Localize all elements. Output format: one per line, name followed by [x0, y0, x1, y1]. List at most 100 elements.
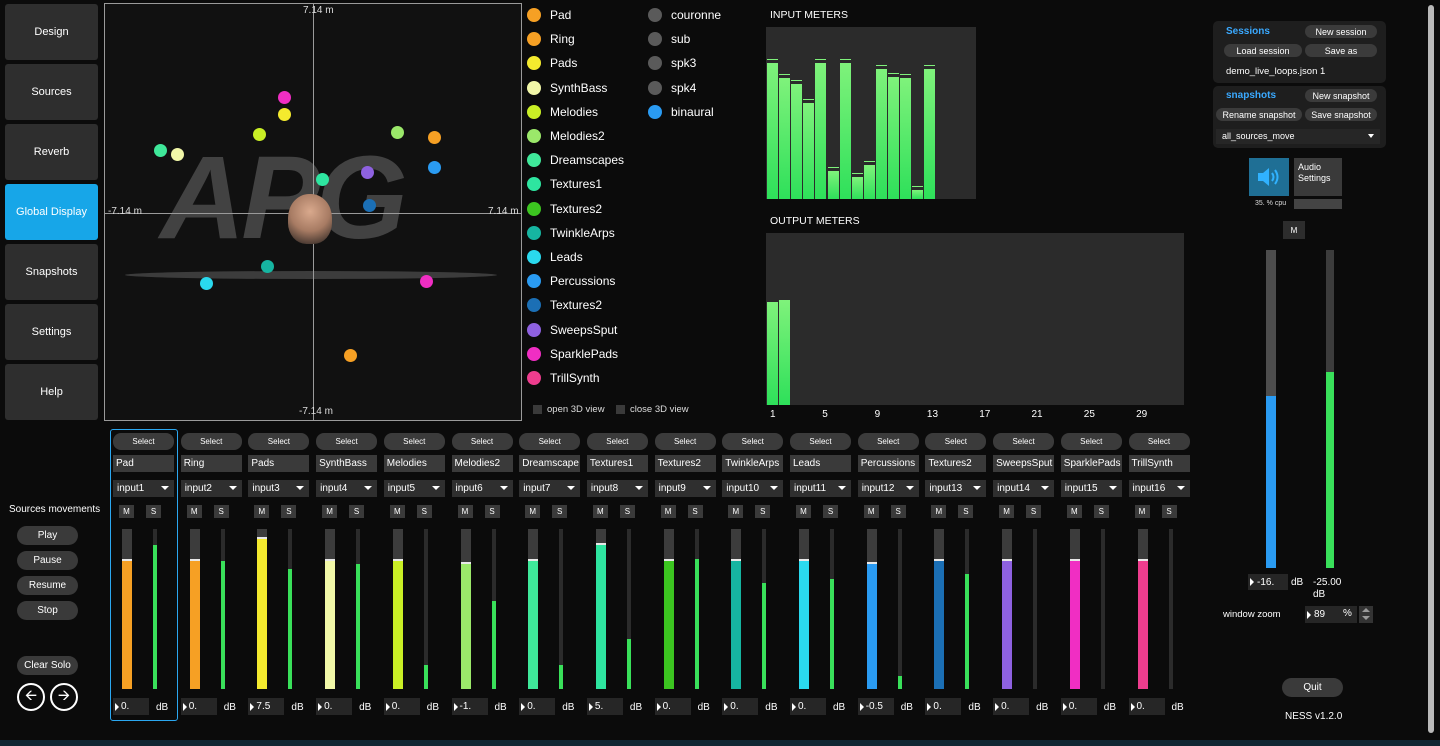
fader-knob[interactable] [460, 562, 471, 565]
solo-button[interactable]: S [890, 505, 906, 518]
channel-name-field[interactable]: Dreamscape [519, 455, 581, 472]
channel-fader[interactable] [1002, 529, 1013, 689]
solo-button[interactable]: S [1026, 505, 1042, 518]
mute-button[interactable]: M [863, 505, 879, 518]
new-session-button[interactable]: New session [1305, 25, 1377, 38]
input-select[interactable]: input8 [586, 480, 648, 497]
select-button[interactable]: Select [180, 433, 242, 450]
load-session-button[interactable]: Load session [1224, 44, 1302, 57]
mute-button[interactable]: M [186, 505, 202, 518]
solo-button[interactable]: S [552, 505, 568, 518]
gain-number-box[interactable]: 0. [113, 698, 149, 715]
solo-button[interactable]: S [958, 505, 974, 518]
channel-fader[interactable] [1137, 529, 1148, 689]
mute-button[interactable]: M [796, 505, 811, 518]
gain-number-box[interactable]: 0. [790, 698, 826, 715]
fader-knob[interactable] [257, 536, 268, 539]
source-dot-melodies[interactable] [253, 128, 266, 141]
gain-number-box[interactable]: 5. [586, 698, 623, 715]
channel-name-field[interactable]: Ring [180, 455, 242, 472]
solo-button[interactable]: S [213, 505, 229, 518]
fader-knob[interactable] [528, 559, 539, 561]
channel-name-field[interactable]: Pad [113, 455, 174, 472]
input-select[interactable]: input2 [180, 480, 242, 497]
mute-button[interactable]: M [728, 505, 744, 518]
gain-number-box[interactable]: 0. [180, 698, 217, 715]
channel-name-field[interactable]: Textures1 [586, 455, 648, 472]
channel-fader[interactable] [325, 529, 336, 689]
channel-name-field[interactable]: TwinkleArps [722, 455, 784, 472]
save-snapshot-button[interactable]: Save snapshot [1305, 108, 1377, 121]
input-select[interactable]: input1 [113, 480, 174, 497]
input-select[interactable]: input9 [654, 480, 716, 497]
mute-button[interactable]: M [592, 505, 608, 518]
select-button[interactable]: Select [790, 433, 851, 450]
source-dot-leads[interactable] [200, 277, 213, 290]
select-button[interactable]: Select [316, 433, 378, 450]
solo-button[interactable]: S [416, 505, 432, 518]
select-button[interactable]: Select [113, 433, 174, 450]
channel-fader[interactable] [663, 529, 674, 689]
gain-number-box[interactable]: 0. [1060, 698, 1097, 715]
input-select[interactable]: input7 [519, 480, 581, 497]
speaker-button[interactable] [1249, 158, 1289, 196]
source-dot-sparklepads[interactable] [420, 275, 433, 288]
channel-name-field[interactable]: Pads [248, 455, 310, 472]
solo-button[interactable]: S [687, 505, 703, 518]
fader-knob[interactable] [934, 559, 945, 561]
nav-help-button[interactable]: Help [5, 364, 98, 420]
channel-fader[interactable] [189, 529, 200, 689]
select-button[interactable]: Select [857, 433, 919, 450]
channel-name-field[interactable]: Melodies2 [451, 455, 513, 472]
quit-button[interactable]: Quit [1282, 678, 1343, 697]
gain-number-box[interactable]: -0.5 [857, 698, 894, 715]
solo-button[interactable]: S [146, 505, 161, 518]
select-button[interactable]: Select [654, 433, 716, 450]
input-select[interactable]: input5 [383, 480, 445, 497]
source-dot-percussions[interactable] [428, 161, 441, 174]
fader-knob[interactable] [799, 559, 809, 561]
fader-knob[interactable] [392, 559, 403, 561]
mute-button[interactable]: M [1066, 505, 1082, 518]
input-select[interactable]: input10 [722, 480, 784, 497]
channel-fader[interactable] [122, 529, 132, 689]
solo-button[interactable]: S [823, 505, 838, 518]
fader-knob[interactable] [189, 559, 200, 561]
fader-knob[interactable] [866, 562, 877, 565]
window-zoom-input[interactable]: 89 % [1305, 606, 1357, 623]
clear-solo-button[interactable]: Clear Solo [17, 656, 78, 675]
master-gain-box[interactable]: -16. [1248, 574, 1288, 590]
source-dot-melodies2[interactable] [391, 126, 404, 139]
nav-global-display-button[interactable]: Global Display [5, 184, 98, 240]
save-as-button[interactable]: Save as [1305, 44, 1377, 57]
resume-button[interactable]: Resume [17, 576, 78, 595]
rename-snapshot-button[interactable]: Rename snapshot [1216, 108, 1302, 121]
channel-name-field[interactable]: Textures2 [654, 455, 716, 472]
select-button[interactable]: Select [722, 433, 784, 450]
play-button[interactable]: Play [17, 526, 78, 545]
solo-button[interactable]: S [484, 505, 500, 518]
open-3d-checkbox[interactable]: open 3D view [533, 404, 605, 415]
nav-reverb-button[interactable]: Reverb [5, 124, 98, 180]
gain-number-box[interactable]: 0. [993, 698, 1030, 715]
channel-fader[interactable] [1069, 529, 1080, 689]
source-dot-pad[interactable] [428, 131, 441, 144]
input-select[interactable]: input6 [451, 480, 513, 497]
input-select[interactable]: input11 [790, 480, 851, 497]
input-select[interactable]: input16 [1128, 480, 1190, 497]
source-dot-sparklepads[interactable] [278, 91, 291, 104]
select-button[interactable]: Select [586, 433, 648, 450]
master-mute-button[interactable]: M [1283, 221, 1305, 239]
mute-button[interactable]: M [254, 505, 270, 518]
gain-number-box[interactable]: 0. [654, 698, 691, 715]
fader-knob[interactable] [1069, 559, 1080, 561]
input-select[interactable]: input3 [248, 480, 310, 497]
channel-fader[interactable] [731, 529, 742, 689]
mute-button[interactable]: M [322, 505, 338, 518]
channel-fader[interactable] [392, 529, 403, 689]
spatial-2d-view[interactable]: APG 7.14 m -7.14 m -7.14 m 7.14 m [104, 3, 522, 421]
input-select[interactable]: input14 [993, 480, 1055, 497]
channel-fader[interactable] [528, 529, 539, 689]
solo-button[interactable]: S [619, 505, 635, 518]
fader-knob[interactable] [731, 559, 742, 561]
